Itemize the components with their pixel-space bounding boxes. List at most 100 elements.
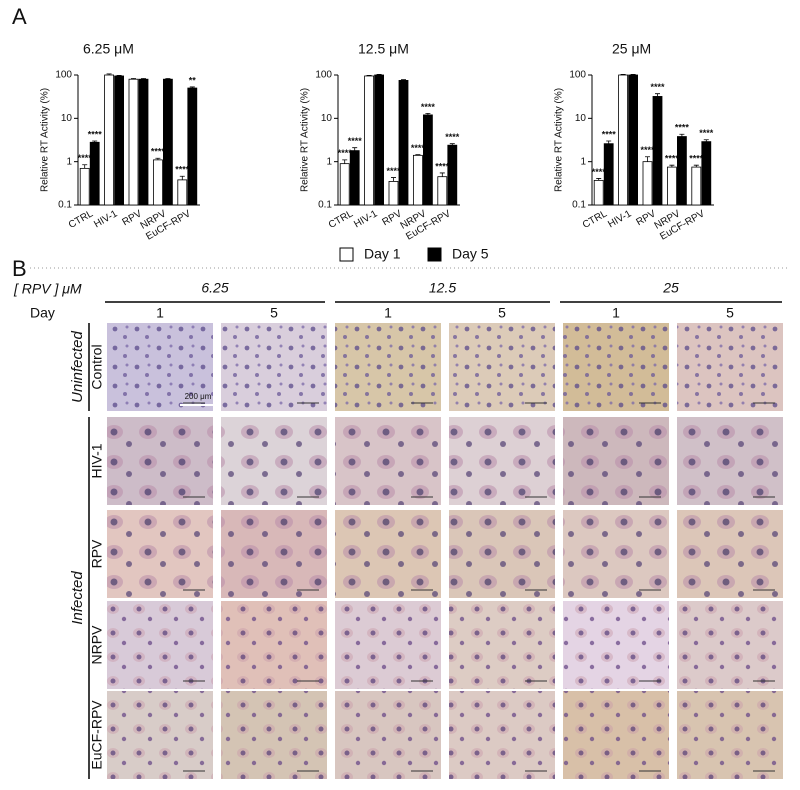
bar xyxy=(128,78,139,206)
y-tick-label: 100 xyxy=(315,70,332,81)
micrograph-cells xyxy=(107,417,213,505)
error-bar xyxy=(401,79,406,81)
day: 1 xyxy=(156,305,164,321)
error-bar xyxy=(141,78,146,80)
micrograph-cells xyxy=(677,601,783,689)
x-tick-label: HIV-1 xyxy=(352,208,380,230)
significance-label: **** xyxy=(78,153,93,163)
bar xyxy=(104,74,114,206)
error-bar xyxy=(606,140,612,144)
micrograph-cells xyxy=(221,510,327,598)
day: 5 xyxy=(726,305,734,321)
significance-label: **** xyxy=(665,154,680,164)
micrograph-cells xyxy=(677,323,783,411)
y-tick-label: 10 xyxy=(321,113,333,124)
y-tick-label: 1 xyxy=(580,156,586,167)
error-bar xyxy=(596,178,602,181)
row-label: RPV xyxy=(89,539,105,568)
chart-title: 12.5 μM xyxy=(358,41,409,57)
day: 5 xyxy=(270,305,278,321)
y-axis-label: Relative RT Activity (%) xyxy=(40,88,51,192)
error-bar xyxy=(366,74,372,76)
y-tick-label: 10 xyxy=(61,113,73,124)
bar xyxy=(437,176,448,206)
bar xyxy=(364,75,375,206)
error-bar xyxy=(645,156,650,162)
y-axis-label: Relative RT Activity (%) xyxy=(300,88,311,192)
error-bar xyxy=(352,147,358,151)
significance-label: **** xyxy=(699,128,714,138)
day: 1 xyxy=(384,305,392,321)
x-tick-label: CTRL xyxy=(327,208,355,231)
concentration: 6.25 xyxy=(201,280,228,296)
bar xyxy=(162,78,173,206)
x-tick-label: CTRL xyxy=(581,208,609,231)
panel-label: A xyxy=(12,4,27,29)
x-tick-label: HIV-1 xyxy=(606,208,634,230)
error-bar xyxy=(82,164,88,169)
micrograph-cells xyxy=(677,417,783,505)
micrograph-cells xyxy=(335,510,441,598)
error-bar xyxy=(693,164,699,168)
bar xyxy=(152,159,163,206)
chart-title: 6.25 μM xyxy=(83,41,134,57)
error-bar xyxy=(425,112,431,115)
bar xyxy=(187,87,198,206)
bar xyxy=(398,80,409,206)
x-tick-label: HIV-1 xyxy=(92,208,120,230)
micrograph-cells xyxy=(221,601,327,689)
micrograph-cells xyxy=(449,510,555,598)
legend-label: Day 5 xyxy=(452,246,489,262)
micrograph-cells xyxy=(563,323,669,411)
x-tick-label: CTRL xyxy=(67,208,95,231)
error-bar xyxy=(106,73,112,75)
micrograph-cells xyxy=(221,417,327,505)
bar xyxy=(701,141,712,206)
micrograph-cells xyxy=(449,417,555,505)
significance-label: **** xyxy=(88,129,103,139)
significance-label: **** xyxy=(338,148,353,158)
micrograph-cells xyxy=(107,691,213,779)
significance-label: **** xyxy=(386,166,401,176)
bar xyxy=(138,78,149,206)
bar xyxy=(339,163,350,206)
micrograph-cells xyxy=(221,691,327,779)
micrograph-cells xyxy=(449,691,555,779)
error-bar xyxy=(449,143,455,146)
significance-label: **** xyxy=(592,167,607,177)
bar xyxy=(667,166,677,206)
error-bar xyxy=(116,74,122,76)
micrograph-cells xyxy=(449,601,555,689)
error-bar xyxy=(620,74,626,75)
bar xyxy=(388,181,399,206)
error-bar xyxy=(131,78,136,80)
micrograph-cells xyxy=(335,691,441,779)
error-bar xyxy=(376,74,382,75)
row-label: HIV-1 xyxy=(89,443,105,478)
y-tick-label: 100 xyxy=(569,70,586,81)
y-tick-label: 0.1 xyxy=(318,200,332,211)
significance-label: **** xyxy=(689,154,704,164)
group-label: Infected xyxy=(69,571,86,625)
error-bar xyxy=(92,140,98,143)
error-bar xyxy=(655,93,660,97)
bar xyxy=(603,143,614,206)
error-bar xyxy=(155,157,161,160)
day-label: Day xyxy=(30,305,55,321)
y-tick-label: 100 xyxy=(55,70,72,81)
group-label: Uninfected xyxy=(69,330,86,402)
bar xyxy=(677,136,687,206)
bar xyxy=(652,96,663,206)
row-label: NRPV xyxy=(89,625,105,665)
scale-bar-label: 200 μm xyxy=(185,392,212,401)
row-label: EuCF-RPV xyxy=(89,700,105,770)
micrograph-cells xyxy=(107,510,213,598)
error-bar xyxy=(189,86,195,89)
y-tick-label: 0.1 xyxy=(572,200,586,211)
bar xyxy=(89,141,100,206)
bar xyxy=(79,167,90,206)
bar xyxy=(412,154,423,206)
micrograph-cells xyxy=(107,323,213,411)
significance-label: **** xyxy=(411,143,426,153)
